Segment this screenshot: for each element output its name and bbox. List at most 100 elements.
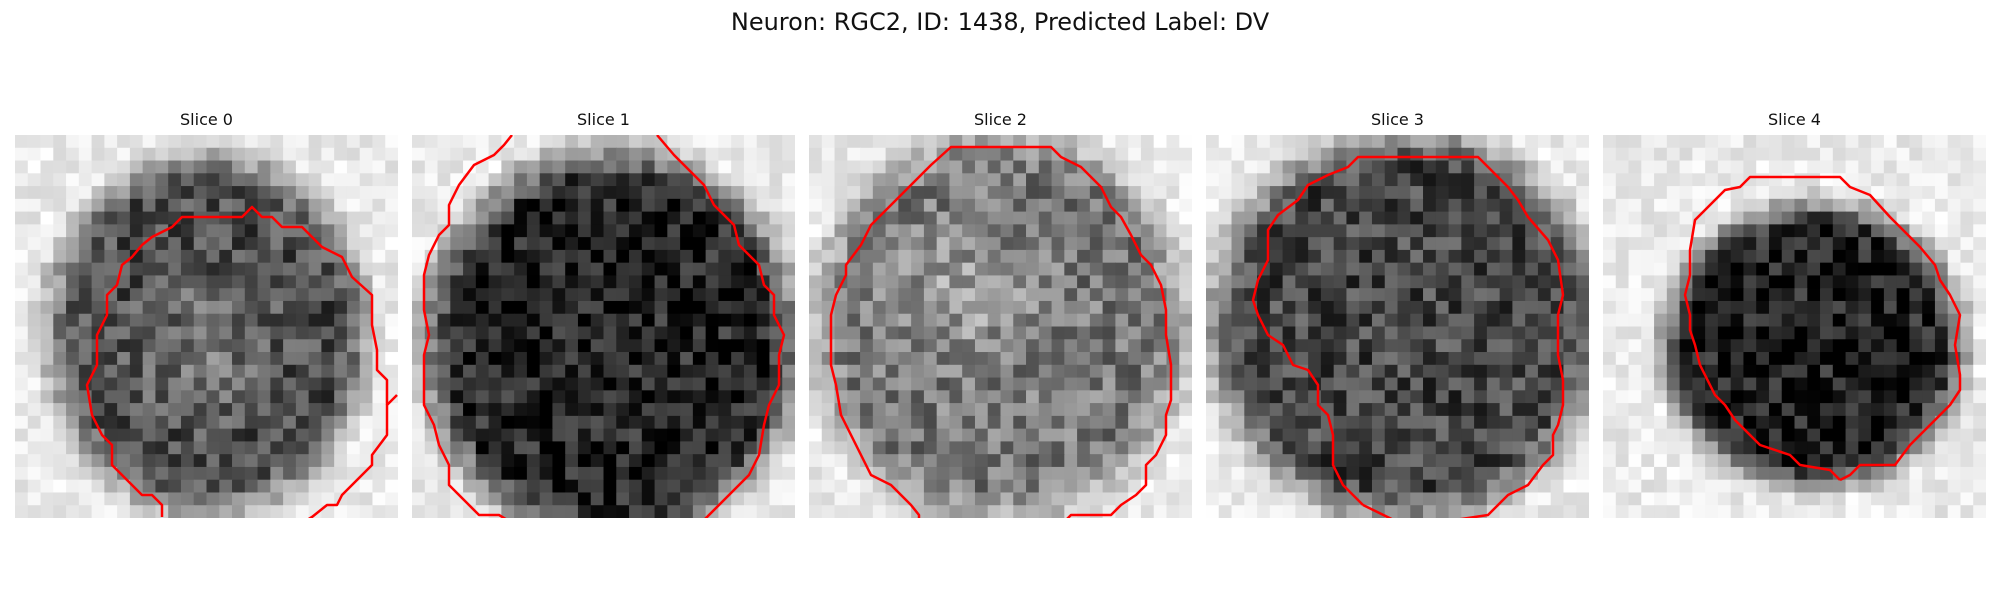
pixel bbox=[1179, 211, 1192, 225]
pixel bbox=[321, 249, 335, 264]
pixel bbox=[193, 377, 208, 391]
pixel bbox=[1218, 173, 1233, 187]
pixel bbox=[78, 160, 93, 174]
pixel bbox=[809, 198, 823, 213]
pixel bbox=[1717, 492, 1732, 506]
pixel bbox=[1435, 173, 1450, 187]
pixel bbox=[1371, 262, 1386, 277]
pixel bbox=[1000, 339, 1014, 353]
pixel bbox=[412, 173, 426, 187]
pixel bbox=[1525, 198, 1539, 213]
pixel bbox=[552, 237, 566, 251]
pixel bbox=[526, 262, 541, 277]
pixel bbox=[1102, 313, 1116, 328]
pixel bbox=[1371, 339, 1386, 353]
pixel bbox=[1333, 313, 1348, 328]
pixel bbox=[1295, 466, 1309, 481]
pixel bbox=[641, 224, 656, 238]
pixel bbox=[1794, 275, 1808, 289]
pixel bbox=[1166, 147, 1180, 162]
pixel bbox=[590, 326, 605, 340]
pixel bbox=[936, 275, 951, 289]
pixel bbox=[1013, 288, 1027, 302]
pixel bbox=[1397, 364, 1411, 379]
pixel bbox=[193, 415, 208, 430]
pixel bbox=[1832, 135, 1847, 149]
pixel bbox=[1397, 466, 1411, 481]
pixel bbox=[1743, 454, 1757, 468]
pixel bbox=[91, 186, 105, 200]
pixel bbox=[78, 249, 93, 264]
pixel bbox=[577, 505, 592, 518]
pixel bbox=[987, 147, 1002, 162]
pixel bbox=[769, 237, 783, 251]
pixel bbox=[654, 288, 668, 302]
pixel bbox=[1615, 364, 1630, 379]
pixel bbox=[526, 275, 541, 289]
pixel bbox=[514, 390, 528, 404]
pixel bbox=[257, 326, 271, 340]
pixel bbox=[514, 326, 528, 340]
pixel bbox=[104, 211, 118, 225]
pixel bbox=[1346, 339, 1360, 353]
pixel bbox=[1000, 275, 1014, 289]
pixel bbox=[206, 505, 220, 518]
pixel bbox=[1909, 428, 1923, 442]
pixel bbox=[1679, 147, 1693, 162]
pixel bbox=[206, 377, 220, 391]
pixel bbox=[308, 186, 322, 200]
pixel bbox=[1934, 403, 1949, 417]
pixel bbox=[270, 224, 284, 238]
pixel bbox=[1883, 492, 1898, 506]
pixel bbox=[1295, 288, 1309, 302]
pixel bbox=[743, 479, 758, 494]
pixel bbox=[206, 249, 220, 264]
pixel bbox=[1410, 390, 1424, 404]
pixel bbox=[1423, 466, 1437, 481]
pixel bbox=[936, 249, 951, 264]
pixel bbox=[1781, 237, 1796, 251]
pixel bbox=[475, 326, 490, 340]
pixel bbox=[270, 211, 284, 225]
pixel bbox=[1269, 275, 1284, 289]
slice-panel-0: Slice 0 bbox=[15, 110, 398, 520]
pixel bbox=[463, 224, 477, 238]
pixel bbox=[743, 505, 758, 518]
pixel bbox=[847, 492, 861, 506]
pixel bbox=[821, 492, 836, 506]
pixel bbox=[1679, 211, 1693, 225]
pixel bbox=[295, 237, 310, 251]
pixel bbox=[1206, 364, 1220, 379]
pixel bbox=[1397, 135, 1411, 149]
pixel bbox=[1896, 505, 1910, 518]
pixel bbox=[1705, 505, 1719, 518]
pixel bbox=[463, 147, 477, 162]
pixel bbox=[1461, 300, 1475, 315]
pixel bbox=[756, 505, 771, 518]
pixel bbox=[1807, 211, 1821, 225]
pixel bbox=[193, 313, 208, 328]
pixel bbox=[1654, 186, 1668, 200]
pixel bbox=[321, 288, 335, 302]
pixel bbox=[1153, 147, 1168, 162]
pixel bbox=[1026, 160, 1040, 174]
pixel bbox=[885, 135, 899, 149]
pixel bbox=[1089, 466, 1104, 481]
pixel bbox=[654, 352, 668, 366]
pixel bbox=[1166, 275, 1180, 289]
pixel bbox=[1206, 147, 1220, 162]
pixel bbox=[1654, 135, 1668, 149]
pixel bbox=[1768, 505, 1783, 518]
pixel bbox=[872, 300, 887, 315]
pixel bbox=[1038, 505, 1053, 518]
pixel bbox=[872, 160, 887, 174]
pixel bbox=[885, 326, 899, 340]
pixel bbox=[334, 390, 348, 404]
pixel bbox=[1641, 466, 1655, 481]
pixel bbox=[654, 300, 668, 315]
pixel bbox=[1845, 288, 1859, 302]
pixel bbox=[1499, 135, 1513, 149]
pixel bbox=[168, 377, 182, 391]
pixel bbox=[66, 390, 80, 404]
pixel bbox=[1000, 173, 1014, 187]
